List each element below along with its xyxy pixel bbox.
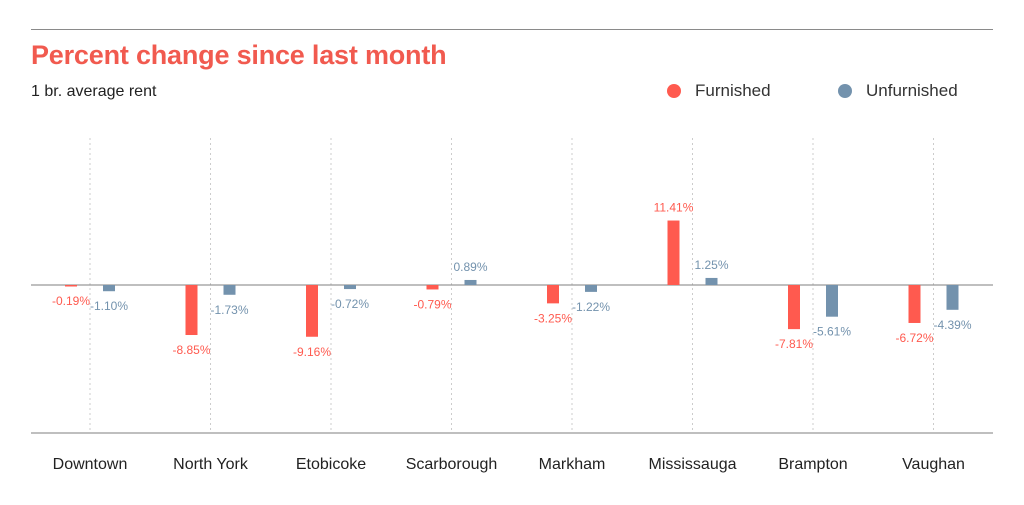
data-label-furnished-markham: -3.25% (534, 311, 572, 325)
data-label-unfurnished-north-york: -1.73% (210, 303, 248, 317)
data-label-furnished-brampton: -7.81% (775, 337, 813, 351)
data-label-furnished-vaughan: -6.72% (895, 331, 933, 345)
legend-swatch-furnished (667, 84, 681, 98)
bar-furnished-markham (547, 285, 559, 304)
data-label-unfurnished-markham: -1.22% (572, 300, 610, 314)
bar-unfurnished-north-york (223, 285, 236, 295)
legend-swatch-unfurnished (838, 84, 852, 98)
bar-furnished-scarborough (426, 285, 439, 290)
bar-furnished-mississauga (667, 220, 680, 285)
category-label-scarborough: Scarborough (406, 456, 498, 473)
category-label-downtown: Downtown (53, 456, 128, 473)
data-label-unfurnished-brampton: -5.61% (813, 325, 851, 339)
bar-unfurnished-scarborough (464, 279, 477, 285)
category-label-north-york: North York (173, 456, 249, 473)
category-label-mississauga: Mississauga (648, 456, 736, 473)
chart-subtitle: 1 br. average rent (31, 83, 157, 100)
bar-unfurnished-downtown (103, 285, 115, 292)
bar-furnished-brampton (788, 285, 800, 330)
bar-unfurnished-markham (585, 285, 597, 292)
bar-unfurnished-mississauga (705, 277, 718, 285)
bar-unfurnished-vaughan (946, 285, 959, 310)
data-label-unfurnished-downtown: -1.10% (90, 299, 128, 313)
bar-unfurnished-etobicoke (344, 285, 356, 290)
category-label-brampton: Brampton (778, 456, 847, 473)
data-label-furnished-mississauga: 11.41% (654, 201, 694, 215)
category-label-vaughan: Vaughan (902, 456, 965, 473)
data-label-furnished-scarborough: -0.79% (413, 297, 451, 311)
bar-furnished-etobicoke (306, 285, 318, 337)
legend-label-furnished: Furnished (695, 81, 771, 100)
data-label-furnished-north-york: -8.85% (172, 343, 210, 357)
data-label-furnished-etobicoke: -9.16% (293, 345, 331, 359)
data-label-furnished-downtown: -0.19% (52, 294, 90, 308)
data-label-unfurnished-mississauga: 1.25% (694, 258, 728, 272)
bar-unfurnished-brampton (826, 285, 838, 317)
bar-furnished-vaughan (908, 285, 921, 323)
legend-item-furnished: Furnished (667, 81, 771, 101)
chart-title: Percent change since last month (31, 40, 447, 70)
data-label-unfurnished-vaughan: -4.39% (933, 318, 971, 332)
category-label-markham: Markham (539, 456, 606, 473)
bar-furnished-downtown (65, 285, 77, 287)
bar-furnished-north-york (185, 285, 198, 336)
top-rule (31, 29, 993, 30)
data-label-unfurnished-etobicoke: -0.72% (331, 297, 369, 311)
legend-item-unfurnished: Unfurnished (838, 81, 958, 101)
legend-label-unfurnished: Unfurnished (866, 81, 958, 100)
category-label-etobicoke: Etobicoke (296, 456, 366, 473)
data-label-unfurnished-scarborough: 0.89% (453, 260, 487, 274)
